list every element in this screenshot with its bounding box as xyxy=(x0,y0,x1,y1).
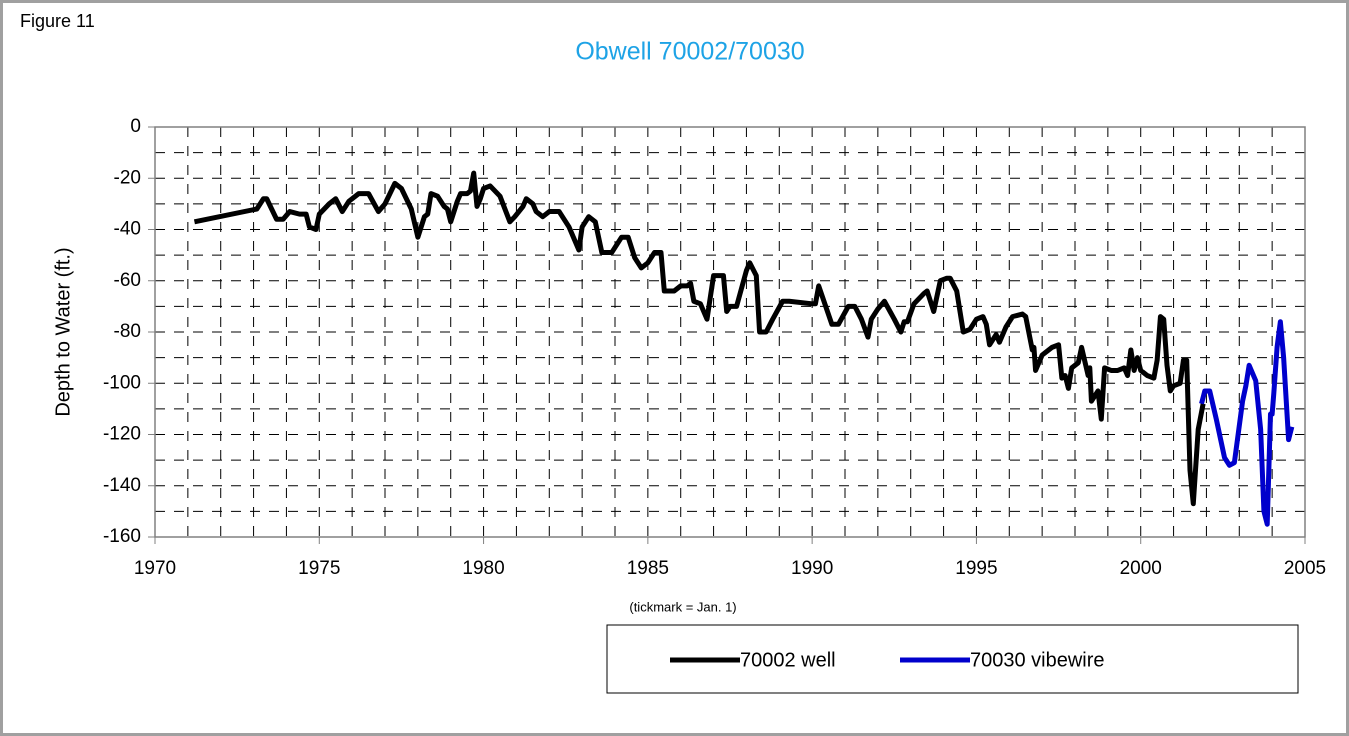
y-tick-label: -80 xyxy=(114,321,141,342)
y-tick-label: -140 xyxy=(103,475,141,496)
x-tick-label: 1975 xyxy=(298,558,340,579)
y-tick-label: -40 xyxy=(114,219,141,240)
x-tick-label: 1990 xyxy=(791,558,833,579)
x-tick-label: 1995 xyxy=(955,558,997,579)
y-tick-label: -20 xyxy=(114,167,141,188)
x-axis-note: (tickmark = Jan. 1) xyxy=(629,599,736,614)
x-tick-label: 1970 xyxy=(134,558,176,579)
legend-label: 70030 vibewire xyxy=(970,649,1105,671)
figure-label: Figure 11 xyxy=(20,11,95,31)
y-tick-label: -100 xyxy=(103,372,141,393)
y-tick-label: 0 xyxy=(130,116,141,137)
y-tick-label: -160 xyxy=(103,526,141,547)
series-line xyxy=(1199,319,1295,527)
plot-marks xyxy=(193,170,1295,527)
x-tick-label: 1980 xyxy=(462,558,504,579)
y-axis-label: Depth to Water (ft.) xyxy=(52,247,74,416)
series-line xyxy=(193,170,1206,507)
y-tick-label: -120 xyxy=(103,424,141,445)
chart-title: Obwell 70002/70030 xyxy=(575,38,804,66)
legend-label: 70002 well xyxy=(740,649,836,671)
x-tick-label: 2000 xyxy=(1120,558,1162,579)
x-tick-label: 1985 xyxy=(627,558,669,579)
y-tick-label: -60 xyxy=(114,270,141,291)
x-tick-label: 2005 xyxy=(1284,558,1326,579)
grid xyxy=(155,127,1305,537)
